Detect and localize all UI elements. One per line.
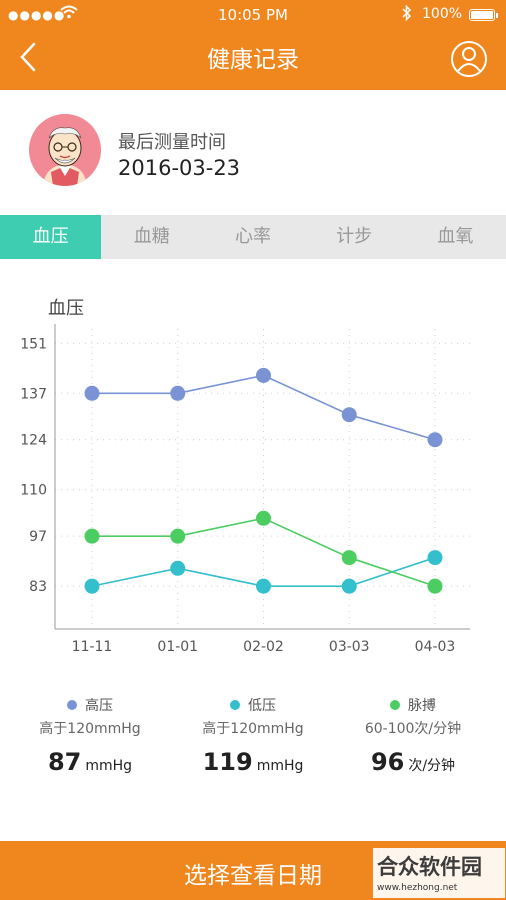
data-point <box>427 550 443 566</box>
top-bar: ●●●●● 10:05 PM 100% 健康记录 <box>0 0 506 90</box>
last-measure-label: 最后测量时间 <box>118 132 226 153</box>
watermark-title: 合众软件园 <box>377 855 482 879</box>
legend-diastolic-unit: mmHg <box>256 758 304 774</box>
watermark-url: www.hezhong.net <box>377 883 458 893</box>
back-button[interactable] <box>16 40 46 74</box>
data-point <box>84 578 100 594</box>
y-tick-label: 97 <box>29 529 47 545</box>
wifi-icon <box>60 4 78 23</box>
battery-icon <box>469 9 498 21</box>
page-title: 健康记录 <box>207 47 299 73</box>
profile-section: 最后测量时间 2016-03-23 <box>0 90 506 215</box>
legend-pulse-name: 脉搏 <box>408 698 436 714</box>
legend-systolic: 高压 高于120mmHg 87 mmHg <box>10 695 170 776</box>
legend-diastolic-range: 高于120mmHg <box>202 721 304 737</box>
x-tick-label: 01-01 <box>157 639 198 655</box>
data-point <box>256 510 271 526</box>
chevron-left-icon <box>20 42 36 72</box>
legend-systolic-name: 高压 <box>85 698 113 714</box>
tab-steps[interactable]: 计步 <box>336 226 373 247</box>
legend-systolic-range: 高于120mmHg <box>39 721 141 737</box>
legend-dot-systolic <box>67 700 77 710</box>
data-point <box>427 578 443 594</box>
legend-systolic-value: 87 <box>47 748 82 776</box>
data-point <box>341 407 357 423</box>
data-point <box>170 528 186 544</box>
chart-title: 血压 <box>48 298 84 319</box>
y-tick-label: 83 <box>29 579 47 595</box>
elderly-man-avatar-icon <box>29 114 101 186</box>
measurement-tabs: 血压 血糖 心率 计步 血氧 <box>0 215 506 259</box>
legend-dot-pulse <box>390 700 400 710</box>
x-tick-label: 02-02 <box>243 639 284 655</box>
data-point <box>427 432 443 448</box>
legend: 高压 高于120mmHg 87 mmHg 低压 高于120mmHg 119 mmHg… <box>0 695 506 785</box>
legend-diastolic: 低压 高于120mmHg 119 mmHg <box>173 695 333 776</box>
legend-pulse-value: 96 <box>370 748 405 776</box>
status-bar: ●●●●● 10:05 PM 100% <box>0 0 506 30</box>
legend-diastolic-name: 低压 <box>248 698 276 714</box>
select-date-label: 选择查看日期 <box>184 863 322 889</box>
legend-pulse: 脉搏 60-100次/分钟 96 次/分钟 <box>333 695 493 776</box>
x-tick-label: 03-03 <box>329 639 370 655</box>
last-measure-date: 2016-03-23 <box>118 156 241 180</box>
y-tick-label: 151 <box>20 336 47 352</box>
data-point <box>170 385 186 401</box>
data-point <box>84 385 100 401</box>
avatar[interactable] <box>29 114 101 186</box>
chart-svg: 血压 83 97 110 124 137 151 11-11 01-01 02-02 03-03 04… <box>20 298 470 655</box>
data-point <box>84 528 100 544</box>
y-tick-label: 110 <box>20 483 47 499</box>
signal-strength-icon: ●●●●● <box>8 8 66 22</box>
x-tick-label: 11-11 <box>72 639 113 655</box>
bluetooth-icon <box>402 4 412 25</box>
tab-heart-rate[interactable]: 心率 <box>235 226 271 247</box>
legend-pulse-range: 60-100次/分钟 <box>364 721 462 737</box>
y-tick-label: 124 <box>20 433 47 449</box>
blood-pressure-chart: 血压 83 97 110 124 137 151 11-11 01-01 02-02 03-03 04… <box>0 259 506 679</box>
tab-blood-pressure[interactable]: 血压 <box>0 215 102 259</box>
status-time: 10:05 PM <box>218 6 288 24</box>
user-icon <box>451 41 487 77</box>
data-point <box>170 560 186 576</box>
user-profile-button[interactable] <box>450 40 488 78</box>
x-tick-label: 04-03 <box>415 639 456 655</box>
tab-blood-sugar[interactable]: 血糖 <box>133 226 170 247</box>
legend-dot-diastolic <box>230 700 240 710</box>
data-point <box>256 578 271 594</box>
battery-percent: 100% <box>422 6 463 22</box>
data-point <box>341 550 357 566</box>
legend-diastolic-value: 119 <box>202 748 253 776</box>
legend-pulse-unit: 次/分钟 <box>408 758 456 774</box>
legend-systolic-unit: mmHg <box>85 758 133 774</box>
data-point <box>256 367 271 383</box>
y-tick-label: 137 <box>20 386 47 402</box>
watermark: 合众软件园 www.hezhong.net <box>373 848 505 898</box>
tab-blood-oxygen[interactable]: 血氧 <box>437 226 474 247</box>
data-point <box>341 578 357 594</box>
